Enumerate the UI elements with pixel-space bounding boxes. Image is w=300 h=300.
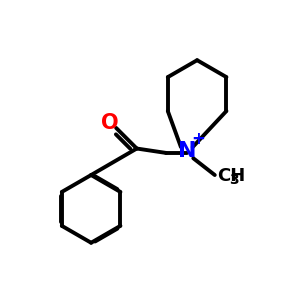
Text: N: N <box>178 141 196 160</box>
Text: CH: CH <box>217 167 245 184</box>
Text: 3: 3 <box>229 173 239 187</box>
Text: +: + <box>192 130 206 148</box>
Text: O: O <box>101 113 119 134</box>
